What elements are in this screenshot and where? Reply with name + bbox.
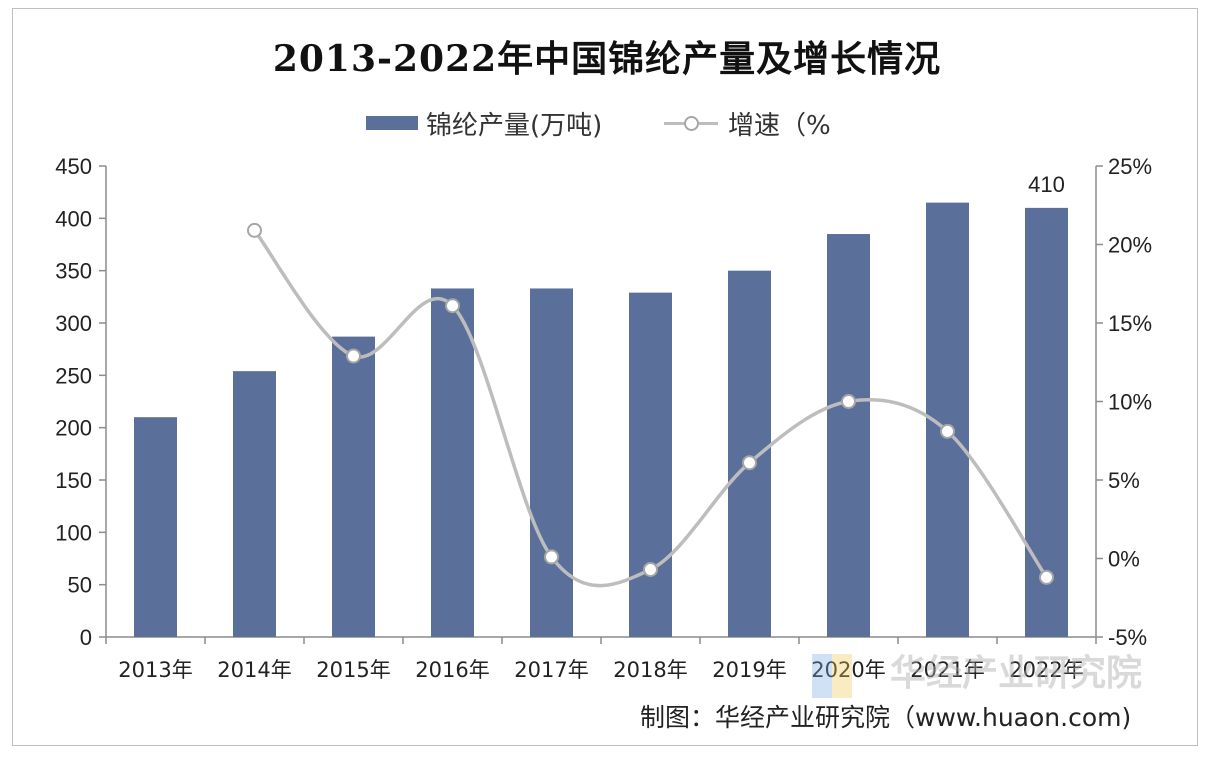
growth-point-2014年 — [247, 222, 262, 238]
bar-2015年 — [332, 336, 375, 637]
growth-line — [253, 229, 1048, 588]
x-tick-label: 2016年 — [415, 658, 489, 682]
bar-2017年 — [530, 288, 573, 637]
chart-frame — [12, 8, 1198, 746]
bar-2022年 — [1025, 207, 1068, 637]
x-tick-label: 2017年 — [514, 658, 588, 682]
legend-bar-swatch — [366, 116, 418, 130]
left-tick-label: 300 — [55, 311, 92, 336]
left-tick-label: 450 — [55, 154, 92, 179]
source-credit: 制图：华经产业研究院（www.huaon.com) — [640, 703, 1132, 732]
growth-point-2022年 — [1039, 569, 1054, 585]
growth-point-2021年 — [940, 423, 955, 439]
bar-2020年 — [827, 234, 870, 638]
x-tick-label: 2021年 — [910, 658, 984, 682]
growth-point-2016年 — [445, 298, 460, 314]
x-tick-label: 2013年 — [118, 658, 192, 682]
bar-2018年 — [629, 292, 672, 637]
left-tick-label: 50 — [68, 573, 92, 598]
right-tick-label: -5% — [1108, 625, 1147, 650]
right-tick-label: 0% — [1108, 547, 1140, 572]
legend-label-production: 锦纶产量(万吨) — [426, 110, 603, 141]
left-tick-label: 0 — [80, 625, 92, 650]
growth-point-2020年 — [841, 394, 856, 409]
left-tick-label: 200 — [55, 416, 92, 441]
left-tick-label: 250 — [55, 363, 92, 388]
right-tick-label: 10% — [1108, 390, 1152, 415]
left-tick-label: 400 — [55, 206, 92, 231]
data-label: 410 — [1028, 172, 1065, 197]
x-tick-label: 2018年 — [613, 658, 687, 682]
growth-point-2018年 — [643, 561, 658, 577]
x-tick-label: 2019年 — [712, 658, 786, 682]
bar-2019年 — [728, 270, 771, 637]
left-tick-label: 150 — [55, 468, 92, 493]
right-tick-label: 20% — [1108, 233, 1152, 258]
bar-2016年 — [431, 288, 474, 637]
right-tick-label: 25% — [1108, 154, 1152, 179]
x-tick-label: 2014年 — [217, 658, 291, 682]
left-tick-label: 100 — [55, 520, 92, 545]
legend: 锦纶产量(万吨) 增速（% — [0, 106, 1214, 141]
legend-item-growth: 增速（% — [664, 106, 831, 141]
growth-point-2015年 — [346, 348, 361, 364]
chart-title: 2013-2022年中国锦纶产量及增长情况 — [272, 38, 942, 80]
legend-item-production: 锦纶产量(万吨) — [366, 106, 603, 141]
x-tick-label: 2015年 — [316, 658, 390, 682]
x-tick-label: 2020年 — [811, 658, 885, 682]
right-tick-label: 15% — [1108, 311, 1152, 336]
bar-2013年 — [134, 417, 177, 637]
watermark-text: 华经产业研究院 — [890, 653, 1143, 694]
growth-point-2019年 — [742, 455, 757, 471]
right-tick-label: 5% — [1108, 468, 1140, 493]
x-tick-label: 2022年 — [1009, 658, 1083, 682]
bar-2014年 — [233, 371, 276, 637]
legend-line-swatch — [664, 116, 718, 131]
left-tick-label: 350 — [55, 259, 92, 284]
watermark-logo — [812, 654, 854, 698]
growth-point-2017年 — [544, 549, 559, 565]
legend-label-growth: 增速（% — [728, 110, 831, 141]
